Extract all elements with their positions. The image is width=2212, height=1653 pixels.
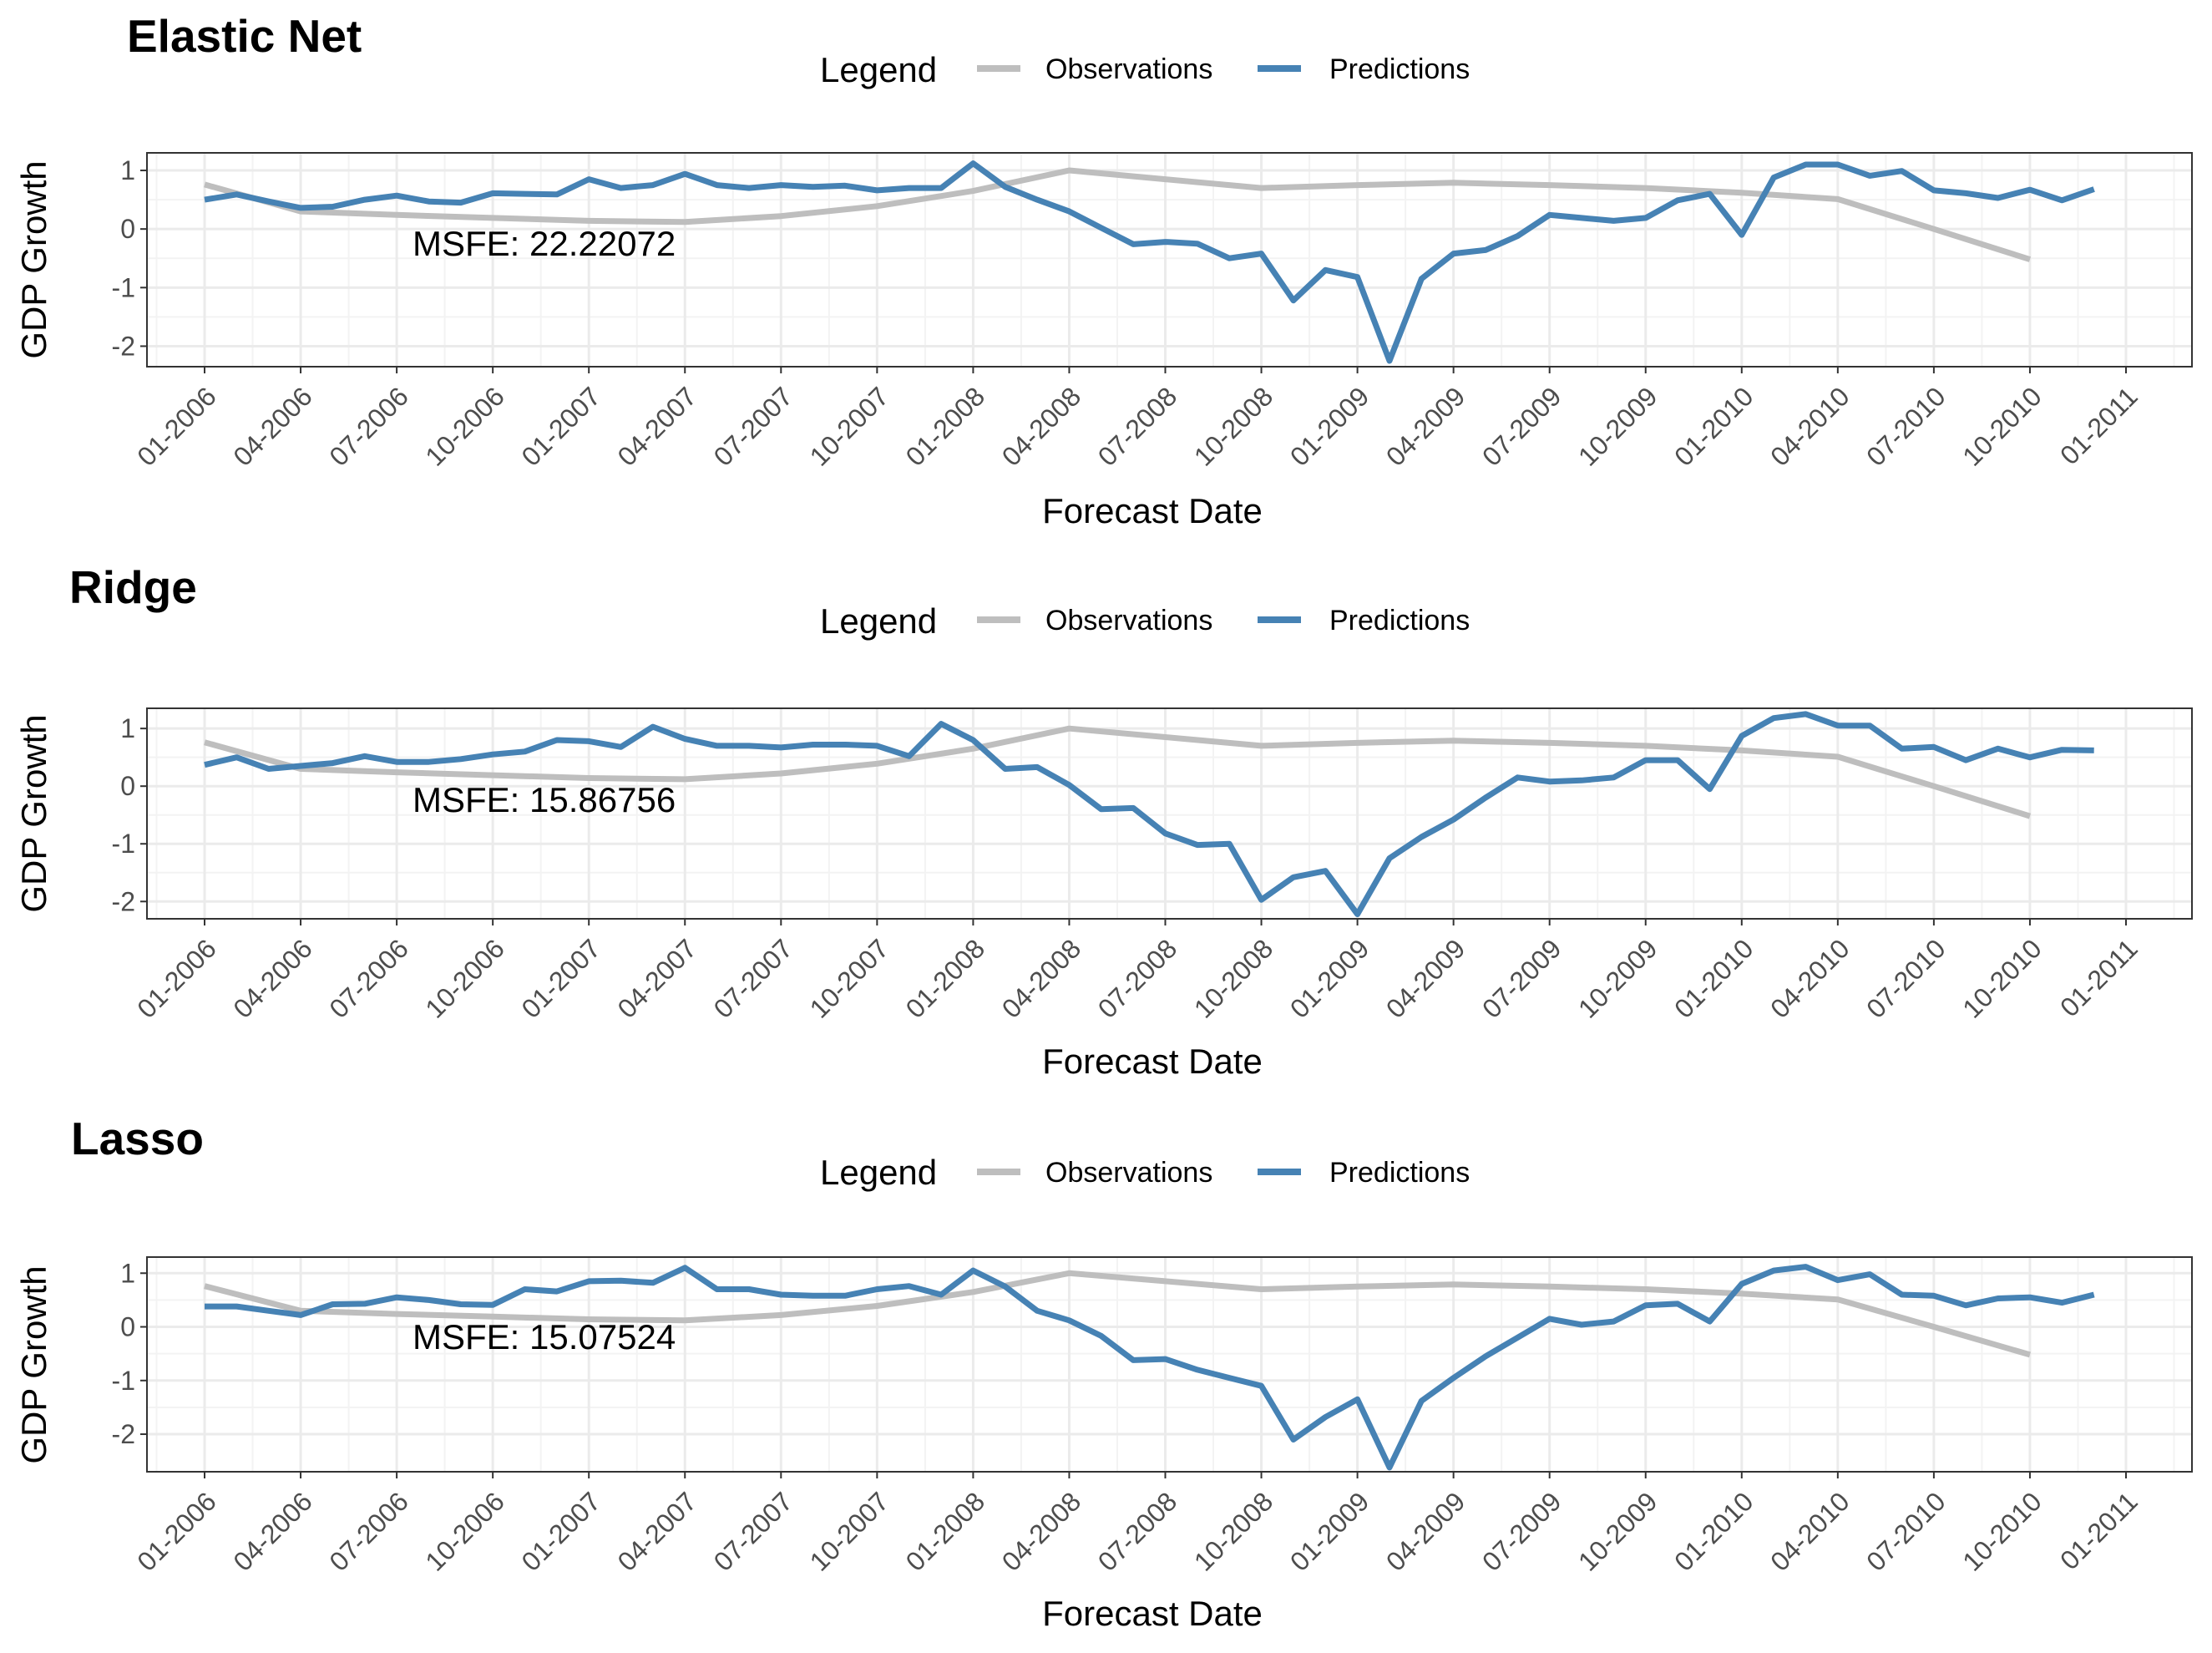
y-tick-label: 0 (120, 214, 135, 244)
series-layer (204, 711, 2094, 917)
plot-frame (146, 707, 2193, 920)
legend: Legend Observations Predictions (820, 1153, 1470, 1192)
legend-label-predictions: Predictions (1329, 53, 1470, 85)
plot-frame (146, 152, 2193, 368)
grid-major (147, 1257, 2192, 1472)
series-line-observations (204, 1270, 2031, 1358)
legend-label-observations: Observations (1045, 605, 1212, 636)
series-line-predictions (204, 160, 2095, 364)
series-line-predictions (204, 711, 2094, 917)
legend-label-observations: Observations (1045, 53, 1212, 85)
legend-label-predictions: Predictions (1329, 605, 1470, 636)
legend: Legend Observations Predictions (820, 50, 1470, 89)
panel-title: Elastic Net (127, 10, 362, 62)
series-layer (204, 1264, 2095, 1471)
series-layer (204, 160, 2095, 364)
legend-label-predictions: Predictions (1329, 1157, 1470, 1189)
y-axis-title: GDP Growth (14, 1265, 53, 1463)
y-tick-label: 0 (120, 771, 135, 801)
y-tick-label: 1 (120, 1258, 135, 1288)
series-line-predictions (205, 1264, 2095, 1471)
panel-title: Ridge (69, 561, 197, 613)
grid-major (147, 153, 2192, 367)
y-axis: 1 0 -1 -2 (112, 1258, 147, 1449)
x-axis-title: Forecast Date (1042, 1594, 1263, 1633)
grid-minor (147, 1257, 2192, 1472)
grid-minor (147, 153, 2192, 367)
y-tick-label: -2 (112, 1419, 135, 1449)
y-tick-label: -2 (112, 331, 135, 361)
legend-label-observations: Observations (1045, 1157, 1212, 1189)
series-line-observations (204, 167, 2032, 262)
y-axis-title: GDP Growth (14, 714, 53, 912)
panel-title: Lasso (71, 1113, 204, 1164)
x-axis-title: Forecast Date (1042, 1042, 1263, 1081)
legend-title: Legend (820, 601, 937, 641)
y-tick-label: 1 (120, 713, 135, 743)
legend-title: Legend (820, 1153, 937, 1192)
legend: Legend Observations Predictions (820, 601, 1470, 641)
y-axis-title: GDP Growth (14, 160, 53, 358)
y-tick-label: -1 (112, 272, 135, 302)
plot-frame (146, 1256, 2193, 1473)
legend-title: Legend (820, 50, 937, 89)
y-tick-label: -1 (112, 1366, 135, 1396)
y-axis: 1 0 -1 -2 (112, 155, 147, 361)
y-tick-label: 1 (120, 155, 135, 185)
y-tick-label: -2 (112, 886, 135, 916)
y-tick-label: -1 (112, 829, 135, 859)
msfe-annotation: MSFE: 22.22072 (413, 224, 676, 263)
y-tick-label: 0 (120, 1312, 135, 1342)
msfe-annotation: MSFE: 15.86756 (413, 780, 676, 819)
series-line-observations (204, 725, 2032, 819)
x-axis-title: Forecast Date (1042, 491, 1263, 530)
y-axis: 1 0 -1 -2 (112, 713, 147, 916)
msfe-annotation: MSFE: 15.07524 (413, 1317, 676, 1356)
